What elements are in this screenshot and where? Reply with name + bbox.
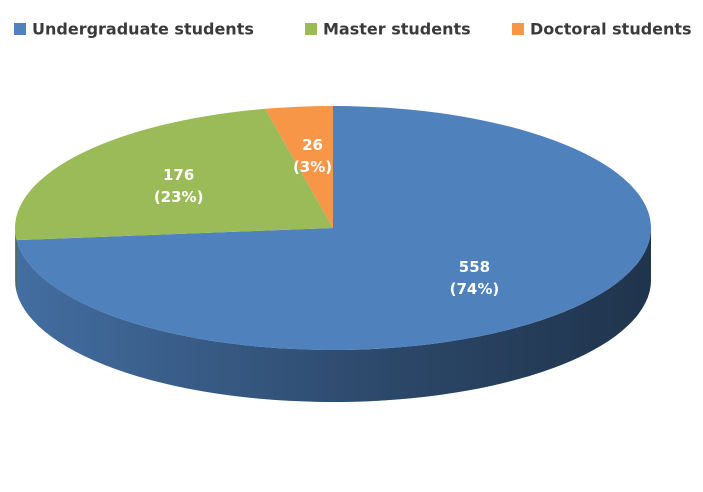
slice [15,108,334,241]
side-shade [15,228,17,293]
data-label-line: 26 [302,136,323,154]
legend-swatch [14,23,26,35]
slice [16,106,651,351]
data-label-line: 176 [163,165,194,183]
legend-label: Master students [323,20,471,39]
pie-tops [15,106,651,351]
legend: Undergraduate students Master students Doc… [14,20,692,39]
slice [265,106,333,228]
legend-swatch [305,23,317,35]
data-label-line: (3%) [293,158,332,176]
data-label-line: (23%) [154,187,204,205]
side-shade [16,228,651,402]
data-label: 176 (23%) [154,165,204,205]
legend-swatch [512,23,524,35]
pie-sides [15,228,651,402]
legend-label: Doctoral students [530,20,692,39]
data-label-line: (74%) [450,280,500,298]
data-label: 558 (74%) [450,258,500,298]
legend-label: Undergraduate students [32,20,254,39]
data-labels: 558 (74%) 176 (23%) 26 (3%) [154,136,499,298]
data-label: 26 (3%) [293,136,332,176]
data-label-line: 558 [459,258,490,276]
